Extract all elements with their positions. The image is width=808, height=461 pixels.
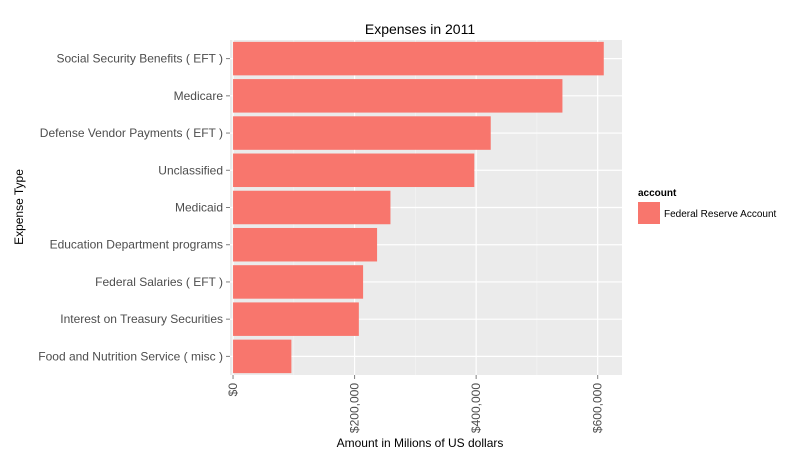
x-tick-label: $600,000 (591, 383, 605, 433)
bar (233, 190, 391, 225)
category-ticks: Social Security Benefits ( EFT ) Medicare… (38, 52, 230, 363)
bar (233, 265, 364, 299)
category-label: Interest on Treasury Securities (60, 312, 223, 326)
legend-label: Federal Reserve Account (664, 209, 777, 220)
bar (233, 79, 563, 113)
legend-title: account (638, 188, 677, 199)
chart-title: Expenses in 2011 (365, 21, 475, 37)
x-axis-ticks: $0 $200,000 $400,000 $600,000 (226, 375, 605, 433)
x-axis-title: Amount in Milions of US dollars (337, 436, 504, 450)
bar (233, 339, 292, 374)
category-label: Unclassified (158, 163, 223, 177)
x-tick-label: $0 (226, 383, 240, 397)
category-label: Medicare (174, 89, 224, 103)
category-label: Defense Vendor Payments ( EFT ) (40, 126, 223, 140)
bar (233, 153, 475, 188)
y-axis-title: Expense Type (12, 169, 26, 245)
bar (233, 116, 491, 150)
bar (233, 227, 378, 262)
x-tick-label: $200,000 (348, 383, 362, 433)
category-label: Medicaid (175, 201, 223, 215)
legend: account Federal Reserve Account (638, 188, 777, 224)
x-tick-label: $400,000 (469, 383, 483, 433)
category-label: Education Department programs (50, 238, 223, 252)
bar (233, 41, 604, 76)
category-label: Social Security Benefits ( EFT ) (57, 52, 224, 66)
bar (233, 302, 359, 336)
legend-swatch (638, 202, 660, 224)
category-label: Food and Nutrition Service ( misc ) (38, 349, 223, 363)
bars (233, 41, 604, 374)
category-label: Federal Salaries ( EFT ) (95, 275, 223, 289)
